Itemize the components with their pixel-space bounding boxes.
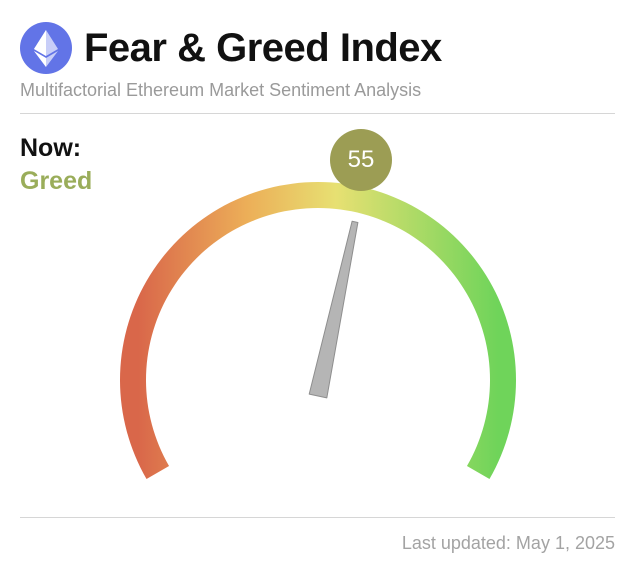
gauge-needle	[308, 220, 359, 399]
ethereum-icon	[20, 22, 72, 74]
page-subtitle: Multifactorial Ethereum Market Sentiment…	[20, 80, 422, 100]
sentiment-label: Greed	[20, 167, 93, 195]
header-divider	[20, 113, 615, 114]
header: Fear & Greed Index	[20, 22, 442, 74]
last-updated: Last updated: May 1, 2025	[401, 533, 615, 553]
now-label: Now:	[20, 134, 82, 162]
score-badge: 55	[330, 129, 392, 191]
gauge-arc	[120, 181, 516, 479]
page-title: Fear & Greed Index	[84, 25, 442, 70]
footer-divider	[20, 517, 615, 518]
